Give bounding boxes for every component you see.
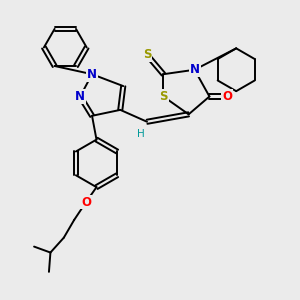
Text: H: H (137, 129, 145, 139)
Text: O: O (81, 196, 91, 208)
Text: S: S (159, 90, 168, 103)
Text: O: O (222, 90, 232, 103)
Text: N: N (75, 90, 85, 103)
Text: S: S (143, 48, 151, 62)
Text: N: N (190, 63, 200, 76)
Text: N: N (87, 68, 97, 81)
